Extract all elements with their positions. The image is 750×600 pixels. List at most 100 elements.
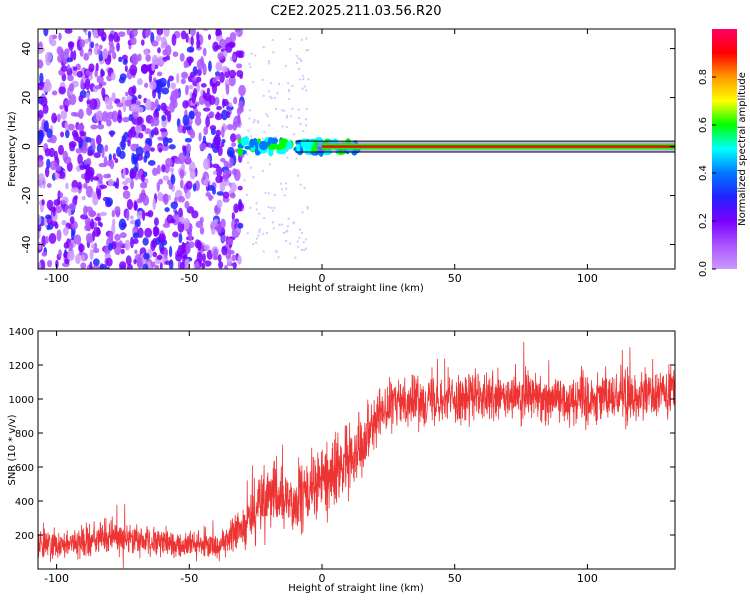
spectrogram-cell <box>226 146 235 158</box>
spectrogram-cell <box>305 37 308 40</box>
spectrogram-cell <box>274 136 277 139</box>
spectrogram-cell <box>162 49 168 56</box>
spectrogram-cell <box>97 220 102 226</box>
spectrogram-cell <box>122 185 129 191</box>
spectrogram-cell <box>70 111 77 117</box>
spectrogram-cell <box>285 230 288 233</box>
spectrogram-cell <box>104 144 109 152</box>
spectrogram-cell <box>202 107 211 112</box>
spectrogram-cell <box>89 98 98 110</box>
spectrogram-cell <box>181 241 186 254</box>
spectrogram-cell <box>185 125 192 131</box>
spectrogram-cell <box>148 138 153 147</box>
spectrogram-cell <box>212 163 220 169</box>
spectrogram-cell <box>295 61 298 64</box>
spectrogram-cell <box>252 243 255 246</box>
spectrogram-cell <box>179 179 184 189</box>
spectrogram-cell <box>44 235 49 244</box>
spectrogram-cell <box>215 129 222 137</box>
colorbar-tick-label: 0.0 <box>698 261 709 277</box>
spectrogram-cell <box>156 29 164 36</box>
spectrogram-cell <box>126 29 131 36</box>
spectrogram-cell <box>276 92 279 95</box>
spectrogram-cell <box>112 153 116 161</box>
spectrogram-cell <box>117 109 122 120</box>
spectrogram-cell <box>154 98 159 109</box>
spectrogram-cell <box>58 32 62 41</box>
spectrogram-cell <box>95 62 99 72</box>
spectrogram-cell <box>283 109 286 112</box>
spectrogram-cell <box>65 182 69 190</box>
spectrogram-cell <box>178 232 183 244</box>
spectrogram-cell <box>64 204 69 214</box>
spectrogram-cell <box>217 145 223 157</box>
spectrogram-cell <box>185 33 189 43</box>
spectrogram-cell <box>161 164 166 173</box>
spectrogram-cell <box>268 62 271 65</box>
spectrogram-cell <box>80 214 89 220</box>
spectrogram-cell <box>164 207 170 213</box>
spectrogram-cell <box>218 261 224 269</box>
spectrogram-cell <box>245 193 248 196</box>
spectrogram-cell <box>159 262 163 269</box>
spectrogram-cell <box>87 30 92 39</box>
spectrogram-cell <box>118 240 123 247</box>
spectrogram-cell <box>258 228 261 231</box>
spectrogram-cell <box>38 59 44 69</box>
spectrogram-cell <box>246 232 249 235</box>
spectrogram-cell <box>211 227 216 235</box>
spectrogram-cell <box>119 232 127 239</box>
spectrogram-cell <box>114 182 118 189</box>
spectrogram-cell <box>243 179 246 182</box>
spectrogram-cell <box>143 49 149 56</box>
spectrogram-cell <box>233 115 242 128</box>
spectrogram-cell <box>98 44 103 50</box>
spectrogram-cell <box>75 147 83 154</box>
spectrogram-cell <box>305 49 308 52</box>
spectrogram-cell <box>91 191 97 199</box>
spectrogram-cell <box>188 110 195 120</box>
spectrogram-cell <box>169 218 176 224</box>
spectrogram-cell <box>108 40 114 47</box>
spectrogram-cell <box>136 116 143 126</box>
spectrogram-cell <box>236 70 244 78</box>
spectrogram-cell <box>215 61 223 72</box>
spectrogram-cell <box>283 194 286 197</box>
spectrogram-cell <box>155 34 162 42</box>
spectrogram-cell <box>176 72 180 84</box>
spectrogram-cell <box>142 263 149 269</box>
spectrogram-cell <box>72 49 77 61</box>
spectrogram-cell <box>231 254 237 262</box>
x-tick-label: 0 <box>318 272 325 285</box>
spectrogram-cell <box>164 109 169 116</box>
spectrogram-cell <box>48 233 57 244</box>
spectrogram-cell <box>43 216 47 228</box>
spectrogram-cell <box>286 140 292 150</box>
spectrogram-cell <box>100 68 104 78</box>
y-tick-label: 800 <box>15 429 34 440</box>
spectrogram-cell <box>152 127 159 136</box>
spectrogram-cell <box>68 83 75 92</box>
spectrogram-cell <box>67 41 75 48</box>
spectrogram-cell <box>38 224 42 232</box>
spectrogram-cell <box>281 223 284 226</box>
spectrogram-cell <box>122 181 128 186</box>
spectrogram-cell <box>95 110 103 123</box>
spectrogram-cell <box>246 153 249 156</box>
spectrogram-cell <box>255 241 258 244</box>
spectrogram-cell <box>91 143 96 151</box>
spectrogram-cell <box>148 72 153 84</box>
spectrogram-cell <box>151 40 159 47</box>
spectrogram-cell <box>279 182 282 185</box>
spectrogram-cell <box>287 88 290 91</box>
spectrogram-cell <box>76 70 83 78</box>
spectrogram-cell <box>172 51 179 58</box>
spectrogram-cell <box>198 132 202 142</box>
spectrogram-cell <box>98 162 107 168</box>
spectrogram-cell <box>289 242 292 245</box>
spectrogram-cell <box>179 216 185 224</box>
spectrogram-cell <box>38 132 44 144</box>
spectrogram-cell <box>152 225 159 237</box>
spectrogram-cell <box>183 60 189 69</box>
